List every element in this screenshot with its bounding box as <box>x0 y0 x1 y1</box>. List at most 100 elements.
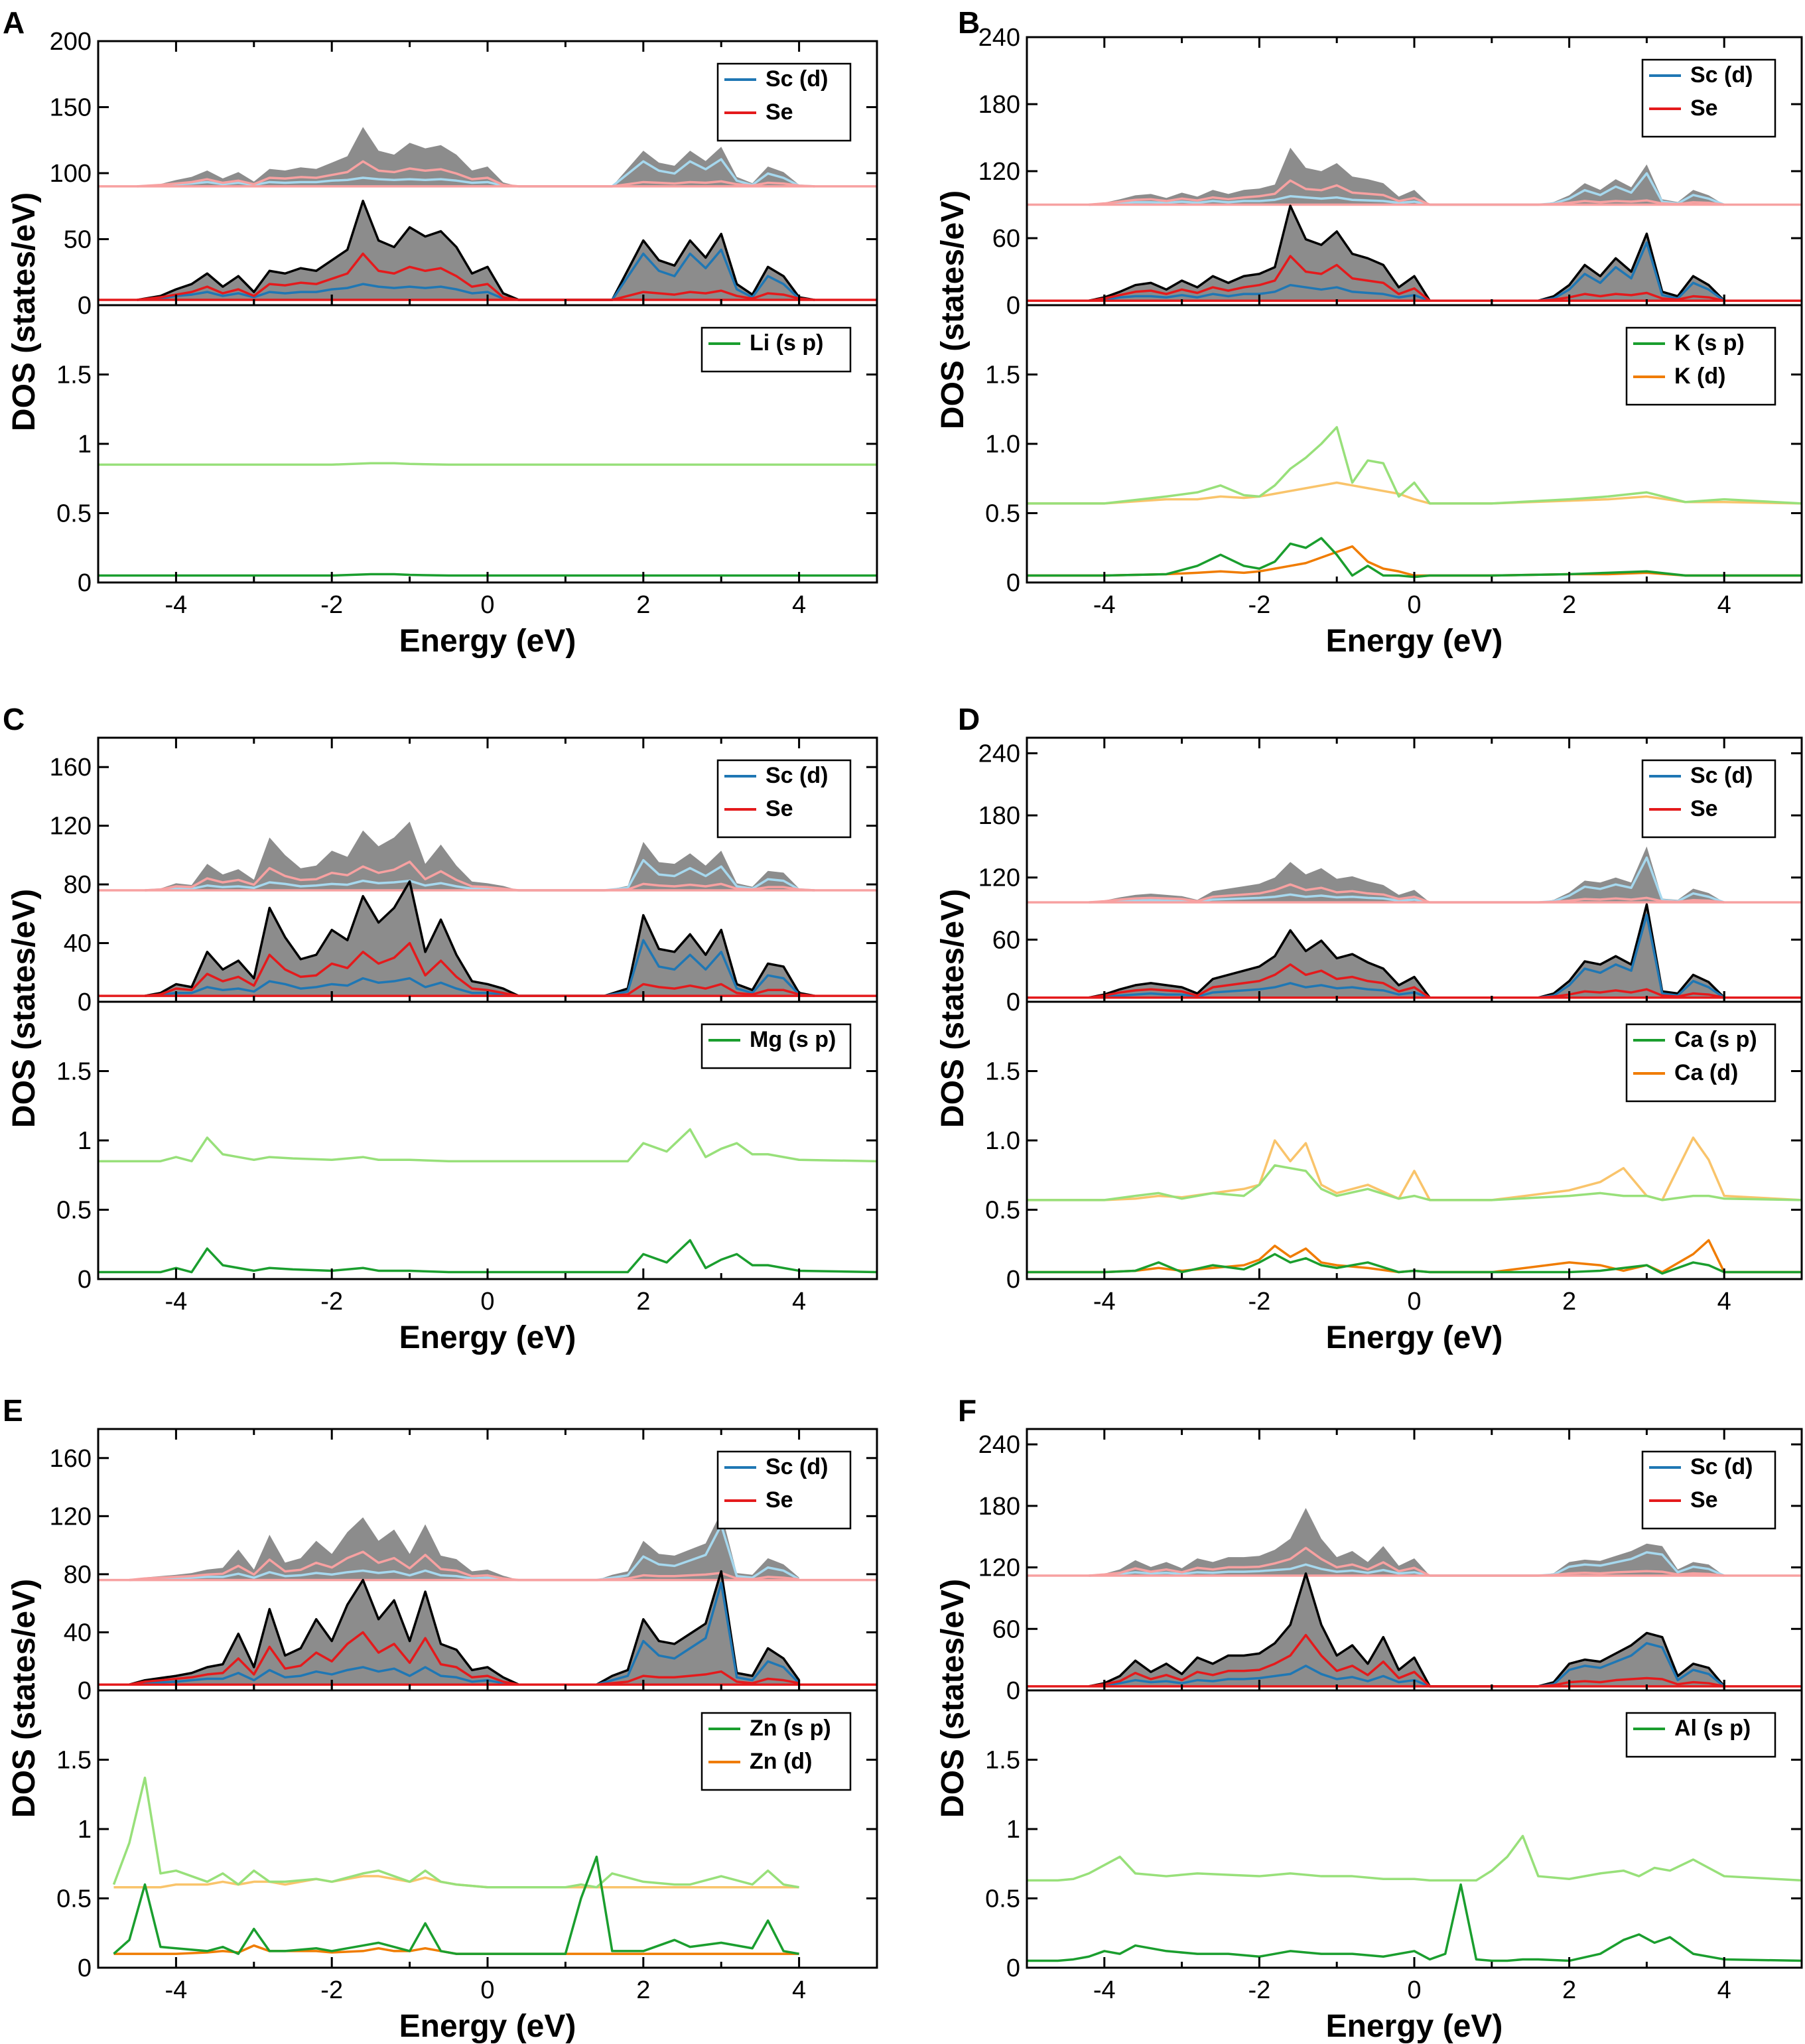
total-dos-upper-area <box>1089 147 1725 205</box>
total-dos-curve <box>137 200 815 301</box>
total-dos-area <box>137 200 815 301</box>
sp-upper-curve <box>112 1776 799 1889</box>
sc-d-curve <box>137 248 815 301</box>
top-plot-area <box>98 127 877 301</box>
y-tick-label: 180 <box>978 802 1020 830</box>
legend-entry: Sc (d) <box>766 66 828 92</box>
y-tick-label: 80 <box>64 871 92 899</box>
x-tick-label: 0 <box>480 1976 494 2004</box>
x-tick-label: -4 <box>165 1976 188 2004</box>
y-tick-label: 0 <box>78 1677 92 1705</box>
y-tick-label: 0.5 <box>56 1885 92 1913</box>
y-tick-label: 0 <box>1006 569 1020 597</box>
y-tick-label: 240 <box>978 1431 1020 1459</box>
y-tick-label: 1.5 <box>985 362 1020 389</box>
total-dos-area <box>1089 206 1725 301</box>
legend-entry: Li (s p) <box>750 330 823 356</box>
se-upper-curve <box>129 1550 799 1582</box>
x-tick-label: 2 <box>1562 1976 1576 2004</box>
panel-A: A 0 50 100 150 200 Sc (d) Se 0 0.5 1 1.5 Li (s p) -4 -… <box>3 5 878 659</box>
x-tick-label: 0 <box>1407 1976 1421 2004</box>
y-tick-label: 1 <box>1006 1816 1020 1844</box>
sp-curve <box>98 1239 877 1274</box>
x-tick-label: 4 <box>792 1288 806 1316</box>
d-upper-curve <box>1027 1136 1802 1201</box>
se-curve <box>1089 255 1725 303</box>
panel-letter: C <box>3 702 25 736</box>
sc-d-curve <box>145 939 815 997</box>
y-tick-label: 1.5 <box>56 1058 92 1086</box>
x-axis-label: Energy (eV) <box>399 1320 576 1355</box>
bottom-plot-area <box>1027 1136 1802 1275</box>
x-tick-label: 2 <box>1562 1288 1576 1316</box>
x-tick-label: -4 <box>1093 1976 1116 2004</box>
legend-entry: Se <box>1690 96 1718 121</box>
se-curve <box>1089 1633 1725 1688</box>
y-axis-label: DOS (states/eV) <box>935 190 970 429</box>
total-dos-area <box>145 881 815 996</box>
legend-box <box>1625 1712 1776 1758</box>
y-tick-label: 1.0 <box>985 1127 1020 1155</box>
y-tick-label: 1 <box>78 431 92 458</box>
y-tick-label: 0 <box>1006 1677 1020 1705</box>
x-tick-label: 0 <box>1407 591 1421 619</box>
total-dos-curve <box>1089 204 1725 303</box>
y-tick-label: 0 <box>1006 988 1020 1016</box>
sc-d-curve <box>1089 914 1725 999</box>
sp-upper-curve <box>98 1128 877 1163</box>
x-tick-label: 4 <box>1717 591 1731 619</box>
top-plot-area <box>1027 846 1802 999</box>
y-tick-label: 0.5 <box>56 1197 92 1225</box>
panel-letter: A <box>3 5 25 40</box>
sp-curve <box>1027 1253 1802 1275</box>
legend-box <box>1641 1450 1776 1530</box>
legend-entry: Ca (d) <box>1674 1060 1738 1085</box>
sc-d-upper-curve <box>1089 856 1725 904</box>
y-tick-label: 0 <box>78 292 92 320</box>
legend-entry: Sc (d) <box>766 1454 828 1479</box>
x-tick-label: 2 <box>636 1288 650 1316</box>
legend-box <box>1625 326 1776 406</box>
se-curve <box>145 941 815 997</box>
se-upper-curve <box>1089 1546 1725 1577</box>
sc-d-curve <box>1089 1642 1725 1688</box>
y-tick-label: 150 <box>50 94 92 122</box>
x-tick-label: 2 <box>636 1976 650 2004</box>
legend-box <box>701 1712 852 1791</box>
legend-entry: Mg (s p) <box>750 1027 836 1052</box>
x-tick-label: 4 <box>792 591 806 619</box>
x-tick-label: -2 <box>320 1288 343 1316</box>
y-tick-label: 0 <box>1006 1266 1020 1294</box>
top-plot-area <box>1027 1507 1802 1688</box>
bottom-plot-area <box>1027 1834 1802 1962</box>
y-tick-label: 0.5 <box>985 1197 1020 1225</box>
panel-letter: F <box>958 1393 976 1428</box>
bottom-plot-area <box>98 1128 877 1274</box>
x-tick-label: 2 <box>636 591 650 619</box>
y-tick-label: 240 <box>978 740 1020 768</box>
se-upper-curve <box>1089 883 1725 904</box>
x-axis-label: Energy (eV) <box>1326 1320 1503 1355</box>
y-axis-label: DOS (states/eV) <box>7 1579 42 1818</box>
x-tick-label: 0 <box>1407 1288 1421 1316</box>
x-axis-label: Energy (eV) <box>1326 624 1503 659</box>
y-tick-label: 180 <box>978 91 1020 119</box>
legend-box <box>701 326 852 373</box>
legend-entry: Sc (d) <box>766 763 828 788</box>
bottom-plot-area <box>112 1776 799 1955</box>
y-tick-label: 120 <box>50 813 92 841</box>
se-curve <box>129 1631 799 1686</box>
x-tick-label: -4 <box>1093 1288 1116 1316</box>
legend-box <box>716 62 852 142</box>
legend-entry: Se <box>1690 1487 1718 1513</box>
legend-box <box>1641 58 1776 138</box>
y-tick-label: 120 <box>978 158 1020 186</box>
sc-d-upper-curve <box>1089 1551 1725 1577</box>
y-tick-label: 0 <box>1006 292 1020 320</box>
top-plot-area <box>98 1512 877 1686</box>
total-dos-curve <box>145 880 815 997</box>
sp-upper-curve <box>1027 1164 1802 1201</box>
y-tick-label: 1 <box>78 1127 92 1155</box>
